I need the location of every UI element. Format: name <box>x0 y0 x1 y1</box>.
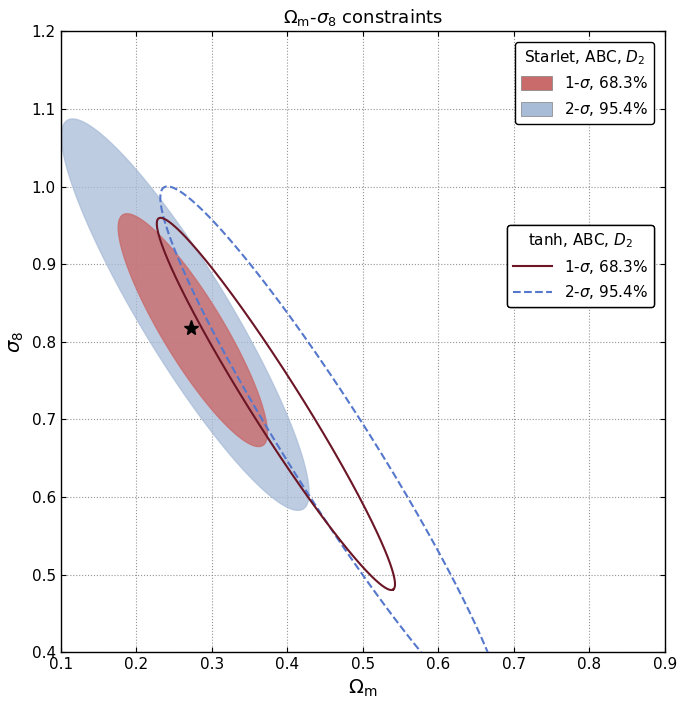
Legend: 1-$\sigma$, 68.3%, 2-$\sigma$, 95.4%: 1-$\sigma$, 68.3%, 2-$\sigma$, 95.4% <box>508 225 655 307</box>
X-axis label: $\Omega_\mathrm{m}$: $\Omega_\mathrm{m}$ <box>348 678 378 699</box>
Title: $\Omega_\mathrm{m}$-$\sigma_8$ constraints: $\Omega_\mathrm{m}$-$\sigma_8$ constrain… <box>282 7 443 28</box>
Polygon shape <box>118 214 267 447</box>
Polygon shape <box>62 119 309 510</box>
Y-axis label: $\sigma_8$: $\sigma_8$ <box>7 331 26 353</box>
